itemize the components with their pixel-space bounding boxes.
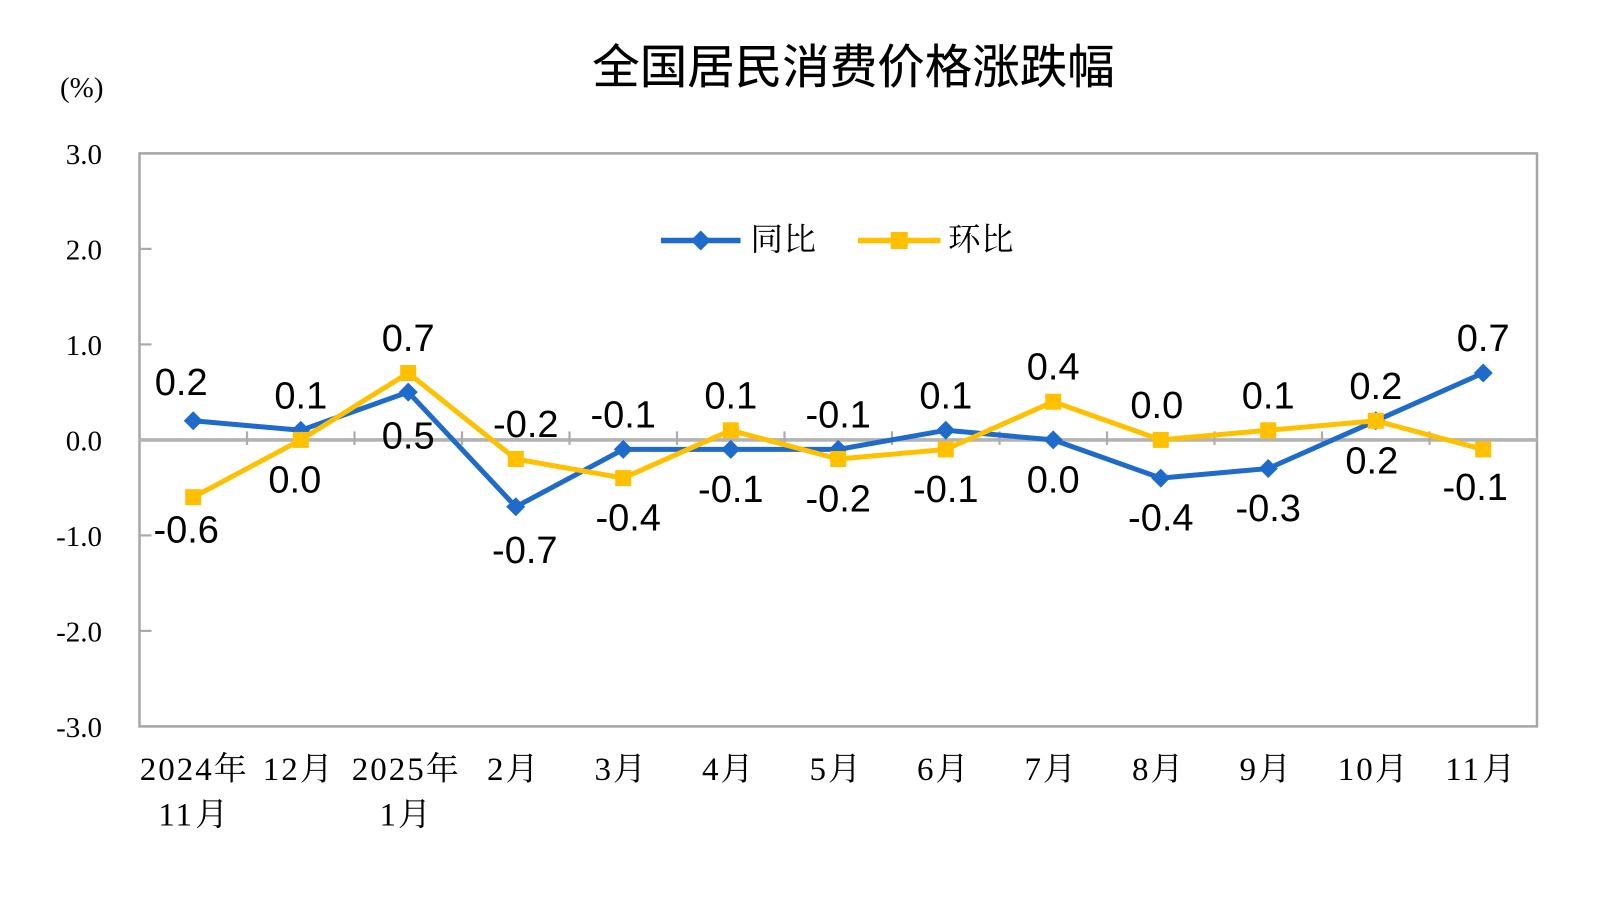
svg-text:0.2: 0.2 bbox=[1349, 366, 1402, 408]
svg-text:11: 11 bbox=[1445, 752, 1481, 788]
svg-text:3.0: 3.0 bbox=[66, 139, 102, 171]
svg-text:10: 10 bbox=[1338, 752, 1375, 788]
svg-text:0.0: 0.0 bbox=[268, 459, 321, 501]
svg-text:11: 11 bbox=[158, 798, 194, 834]
svg-text:0.1: 0.1 bbox=[919, 375, 972, 417]
svg-text:2: 2 bbox=[487, 752, 506, 788]
svg-text:2.0: 2.0 bbox=[66, 234, 102, 266]
svg-text:-0.1: -0.1 bbox=[1442, 467, 1507, 509]
svg-text:-0.3: -0.3 bbox=[1235, 488, 1300, 530]
svg-text:-1.0: -1.0 bbox=[56, 521, 102, 553]
svg-text:12: 12 bbox=[263, 752, 300, 788]
svg-text:0.2: 0.2 bbox=[1345, 440, 1398, 482]
svg-text:0.0: 0.0 bbox=[1027, 459, 1080, 501]
svg-text:-2.0: -2.0 bbox=[56, 616, 102, 648]
svg-text:1.0: 1.0 bbox=[66, 330, 102, 362]
svg-text:0.5: 0.5 bbox=[382, 416, 435, 458]
svg-text:0.7: 0.7 bbox=[382, 318, 435, 360]
svg-text:6: 6 bbox=[917, 752, 936, 788]
svg-text:7: 7 bbox=[1025, 752, 1044, 788]
svg-text:(%): (%) bbox=[60, 72, 103, 104]
svg-text:0.1: 0.1 bbox=[1242, 375, 1295, 417]
svg-text:0.0: 0.0 bbox=[66, 425, 102, 457]
svg-text:4: 4 bbox=[702, 752, 721, 788]
svg-text:5: 5 bbox=[810, 752, 829, 788]
svg-text:0.7: 0.7 bbox=[1457, 318, 1510, 360]
svg-text:-3.0: -3.0 bbox=[56, 712, 102, 744]
svg-text:-0.1: -0.1 bbox=[913, 469, 978, 511]
svg-text:2024: 2024 bbox=[140, 752, 214, 788]
svg-text:8: 8 bbox=[1132, 752, 1151, 788]
svg-text:2025: 2025 bbox=[352, 752, 426, 788]
svg-text:-0.1: -0.1 bbox=[590, 394, 655, 436]
svg-text:0.4: 0.4 bbox=[1027, 347, 1080, 389]
svg-text:-0.1: -0.1 bbox=[698, 469, 763, 511]
svg-text:-0.2: -0.2 bbox=[805, 479, 870, 521]
svg-text:0.1: 0.1 bbox=[274, 375, 327, 417]
svg-text:-0.6: -0.6 bbox=[153, 510, 218, 552]
svg-text:0.0: 0.0 bbox=[1130, 385, 1183, 427]
svg-text:0.2: 0.2 bbox=[155, 362, 208, 404]
svg-text:-0.1: -0.1 bbox=[805, 394, 870, 436]
svg-text:3: 3 bbox=[595, 752, 614, 788]
svg-text:1: 1 bbox=[380, 798, 399, 834]
svg-text:9: 9 bbox=[1240, 752, 1259, 788]
svg-text:-0.4: -0.4 bbox=[595, 498, 660, 540]
svg-text:0.1: 0.1 bbox=[704, 375, 757, 417]
svg-text:-0.2: -0.2 bbox=[493, 404, 558, 446]
svg-text:-0.4: -0.4 bbox=[1128, 498, 1193, 540]
svg-text:-0.7: -0.7 bbox=[492, 530, 557, 572]
